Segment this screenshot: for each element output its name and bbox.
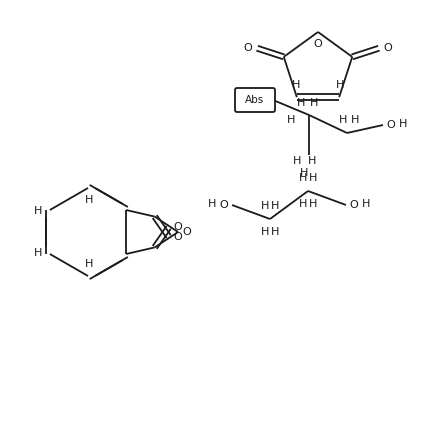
Text: H: H: [339, 115, 347, 125]
Text: H: H: [271, 227, 279, 237]
Text: O: O: [384, 43, 392, 53]
Text: H: H: [399, 119, 407, 129]
Text: O: O: [173, 222, 182, 232]
Text: H: H: [297, 98, 305, 108]
FancyBboxPatch shape: [235, 88, 275, 112]
Text: H: H: [293, 156, 301, 166]
Text: O: O: [244, 43, 252, 53]
Text: H: H: [351, 115, 359, 125]
Text: H: H: [309, 173, 317, 183]
Text: H: H: [362, 199, 370, 209]
Text: Abs: Abs: [246, 95, 264, 105]
Text: H: H: [34, 248, 42, 258]
Text: O: O: [183, 227, 191, 237]
Text: H: H: [299, 173, 307, 183]
Text: H: H: [299, 199, 307, 209]
Text: H: H: [336, 80, 344, 90]
Text: H: H: [85, 259, 93, 269]
Text: H: H: [287, 115, 295, 125]
Text: H: H: [310, 98, 318, 108]
Text: H: H: [271, 201, 279, 211]
Text: O: O: [173, 232, 182, 242]
Text: O: O: [350, 200, 358, 210]
Text: O: O: [220, 200, 228, 210]
Text: H: H: [308, 156, 316, 166]
Text: H: H: [208, 199, 216, 209]
Text: O: O: [313, 39, 322, 49]
Text: H: H: [292, 80, 300, 90]
Text: O: O: [387, 120, 395, 130]
Text: H: H: [85, 195, 93, 205]
Text: H: H: [309, 199, 317, 209]
Text: H: H: [261, 227, 269, 237]
Text: H: H: [300, 168, 308, 178]
Text: H: H: [261, 201, 269, 211]
Text: H: H: [34, 206, 42, 216]
